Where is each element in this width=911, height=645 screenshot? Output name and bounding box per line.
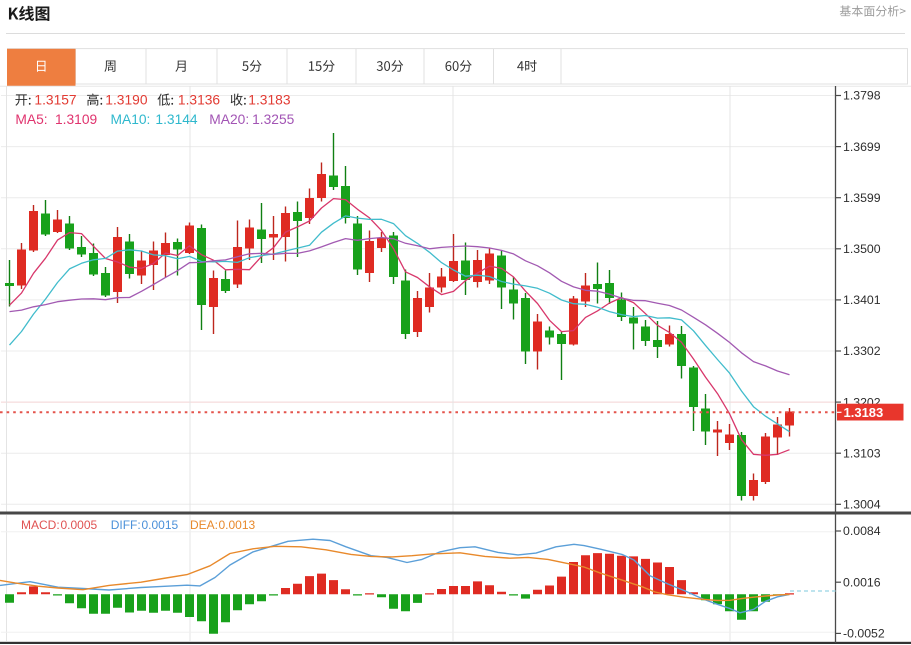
svg-text:1.3599: 1.3599 [843,191,881,205]
svg-text:1.3699: 1.3699 [843,140,881,154]
svg-text:1.3500: 1.3500 [843,242,881,256]
svg-text:1.3255: 1.3255 [252,112,295,127]
svg-text:1.3157: 1.3157 [34,93,76,108]
svg-text:1.3183: 1.3183 [248,93,291,108]
svg-text:1.3302: 1.3302 [843,344,881,358]
svg-text:0.0015: 0.0015 [142,518,179,532]
svg-text:MA5:: MA5: [15,112,47,127]
svg-text:1.3109: 1.3109 [55,112,98,127]
svg-text:1.3401: 1.3401 [843,293,881,307]
svg-text:0.0016: 0.0016 [843,575,881,589]
svg-text:0.0013: 0.0013 [219,518,256,532]
svg-text:1.3136: 1.3136 [178,93,221,108]
svg-text:DEA:: DEA: [190,518,218,532]
svg-text:1.3103: 1.3103 [843,446,881,460]
svg-text:MA10:: MA10: [111,112,151,127]
svg-text:0.0084: 0.0084 [843,524,881,538]
svg-text:-0.0052: -0.0052 [843,627,885,641]
svg-text:MA20:: MA20: [209,112,249,127]
svg-text:MACD:: MACD: [21,518,60,532]
svg-text:1.3798: 1.3798 [843,89,881,103]
svg-text:0.0005: 0.0005 [61,518,98,532]
svg-text:1.3004: 1.3004 [843,498,881,512]
svg-text:1.3183: 1.3183 [844,405,884,420]
svg-text:DIFF:: DIFF: [111,518,141,532]
svg-text:1.3144: 1.3144 [155,112,198,127]
svg-text:1.3190: 1.3190 [105,93,148,108]
